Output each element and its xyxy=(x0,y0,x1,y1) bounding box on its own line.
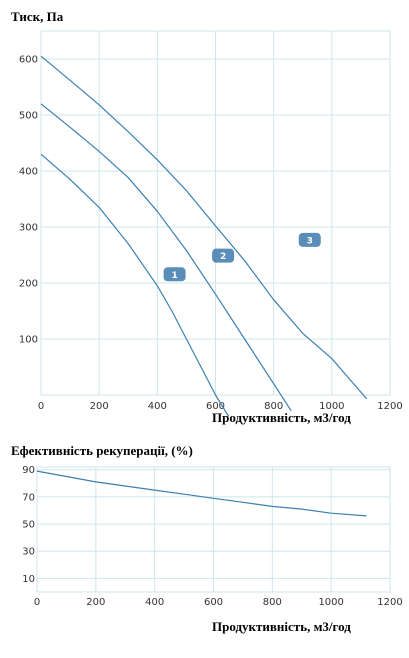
chart-1-xtick-label: 1200 xyxy=(377,401,402,412)
chart-1-series-line-3 xyxy=(40,55,368,400)
efficiency-chart-xlabel: Продуктивність, м3/год xyxy=(212,619,351,634)
series-1-badge-label: 1 xyxy=(171,271,177,281)
chart-2-series-line-1 xyxy=(36,470,367,517)
chart-2-xtick-label: 1000 xyxy=(318,597,343,608)
chart-1-ytick-label: 300 xyxy=(19,223,38,234)
series-3-badge xyxy=(298,232,321,247)
chart-2-ytick-label: 50 xyxy=(22,520,35,531)
chart-1-ytick-label: 200 xyxy=(19,279,38,290)
chart-1-series-line-2 xyxy=(40,103,292,412)
chart-2-ytick-label: 10 xyxy=(22,574,35,585)
series-2-badge-label: 2 xyxy=(220,252,226,262)
chart-2-xtick-label: 0 xyxy=(34,597,40,608)
chart-1-xtick-label: 600 xyxy=(206,401,225,412)
chart-2-ytick-label: 30 xyxy=(22,547,35,558)
chart-2-xtick-label: 200 xyxy=(86,597,105,608)
chart-2-ytick-label: 70 xyxy=(22,492,35,503)
chart-1-xtick-label: 400 xyxy=(148,401,167,412)
chart-1-ytick-label: 100 xyxy=(19,335,38,346)
pressure-chart-xlabel: Продуктивність, м3/год xyxy=(212,410,351,425)
chart-1-ytick-label: 600 xyxy=(19,55,38,66)
chart-1-ytick-label: 400 xyxy=(19,167,38,178)
series-3-badge-label: 3 xyxy=(307,236,313,246)
chart-1-xtick-label: 0 xyxy=(38,401,44,412)
chart-2-xtick-label: 600 xyxy=(204,597,223,608)
chart-1-xtick-label: 1000 xyxy=(319,401,344,412)
series-1-badge xyxy=(163,267,186,282)
chart-2-ytick-label: 90 xyxy=(22,465,35,476)
chart-1-xtick-label: 800 xyxy=(264,401,283,412)
chart-1-ytick-label: 500 xyxy=(19,111,38,122)
chart-2-xtick-label: 1200 xyxy=(377,597,402,608)
pressure-chart-title: Тиск, Па xyxy=(11,9,64,24)
series-2-badge xyxy=(212,248,235,263)
chart-2-xtick-label: 400 xyxy=(145,597,164,608)
chart-2-xtick-label: 800 xyxy=(263,597,282,608)
chart-1-xtick-label: 200 xyxy=(90,401,109,412)
chart-1-series-line-1 xyxy=(40,153,230,417)
efficiency-chart-title: Ефективність рекуперації, (%) xyxy=(11,443,193,458)
